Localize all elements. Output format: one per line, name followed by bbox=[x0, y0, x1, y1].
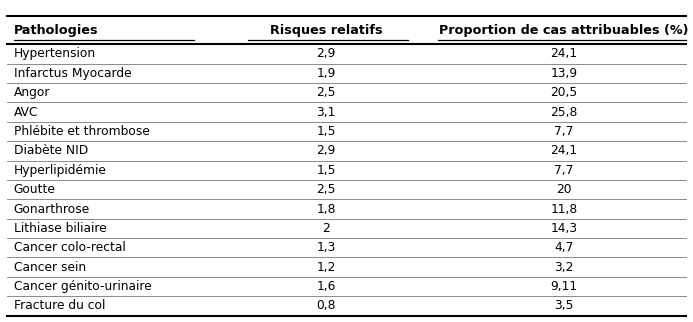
Text: Pathologies: Pathologies bbox=[14, 24, 98, 36]
Text: 13,9: 13,9 bbox=[550, 67, 577, 80]
Text: Cancer génito-urinaire: Cancer génito-urinaire bbox=[14, 280, 152, 293]
Text: Cancer sein: Cancer sein bbox=[14, 261, 86, 274]
Text: 3,2: 3,2 bbox=[554, 261, 574, 274]
Text: 1,9: 1,9 bbox=[317, 67, 336, 80]
Text: 3,1: 3,1 bbox=[317, 106, 336, 118]
Text: 2: 2 bbox=[322, 222, 330, 235]
Text: 2,9: 2,9 bbox=[317, 144, 336, 157]
Text: Cancer colo-rectal: Cancer colo-rectal bbox=[14, 241, 125, 254]
Text: 2,9: 2,9 bbox=[317, 47, 336, 61]
Text: Proportion de cas attribuables (%): Proportion de cas attribuables (%) bbox=[439, 24, 689, 36]
Text: 7,7: 7,7 bbox=[554, 164, 574, 177]
Text: 0,8: 0,8 bbox=[317, 299, 336, 312]
Text: Goutte: Goutte bbox=[14, 183, 55, 196]
Text: 1,8: 1,8 bbox=[317, 203, 336, 215]
Text: Hyperlipidémie: Hyperlipidémie bbox=[14, 164, 107, 177]
Text: 1,3: 1,3 bbox=[317, 241, 336, 254]
Text: 11,8: 11,8 bbox=[550, 203, 577, 215]
Text: 2,5: 2,5 bbox=[317, 86, 336, 99]
Text: 20: 20 bbox=[556, 183, 572, 196]
Text: 14,3: 14,3 bbox=[550, 222, 577, 235]
Text: Infarctus Myocarde: Infarctus Myocarde bbox=[14, 67, 132, 80]
Text: 25,8: 25,8 bbox=[550, 106, 577, 118]
Text: 24,1: 24,1 bbox=[550, 47, 577, 61]
Text: 1,6: 1,6 bbox=[317, 280, 336, 293]
Text: Diabète NID: Diabète NID bbox=[14, 144, 88, 157]
Text: Hypertension: Hypertension bbox=[14, 47, 96, 61]
Text: Phlébite et thrombose: Phlébite et thrombose bbox=[14, 125, 150, 138]
Text: Fracture du col: Fracture du col bbox=[14, 299, 105, 312]
Text: 3,5: 3,5 bbox=[554, 299, 574, 312]
Text: 9,11: 9,11 bbox=[550, 280, 577, 293]
Text: 20,5: 20,5 bbox=[550, 86, 577, 99]
Text: 1,2: 1,2 bbox=[317, 261, 336, 274]
Text: AVC: AVC bbox=[14, 106, 38, 118]
Text: Risques relatifs: Risques relatifs bbox=[270, 24, 383, 36]
Text: 1,5: 1,5 bbox=[317, 125, 336, 138]
Text: Lithiase biliaire: Lithiase biliaire bbox=[14, 222, 107, 235]
Text: Angor: Angor bbox=[14, 86, 50, 99]
Text: 2,5: 2,5 bbox=[317, 183, 336, 196]
Text: 1,5: 1,5 bbox=[317, 164, 336, 177]
Text: 7,7: 7,7 bbox=[554, 125, 574, 138]
Text: 4,7: 4,7 bbox=[554, 241, 574, 254]
Text: 24,1: 24,1 bbox=[550, 144, 577, 157]
Text: Gonarthrose: Gonarthrose bbox=[14, 203, 90, 215]
